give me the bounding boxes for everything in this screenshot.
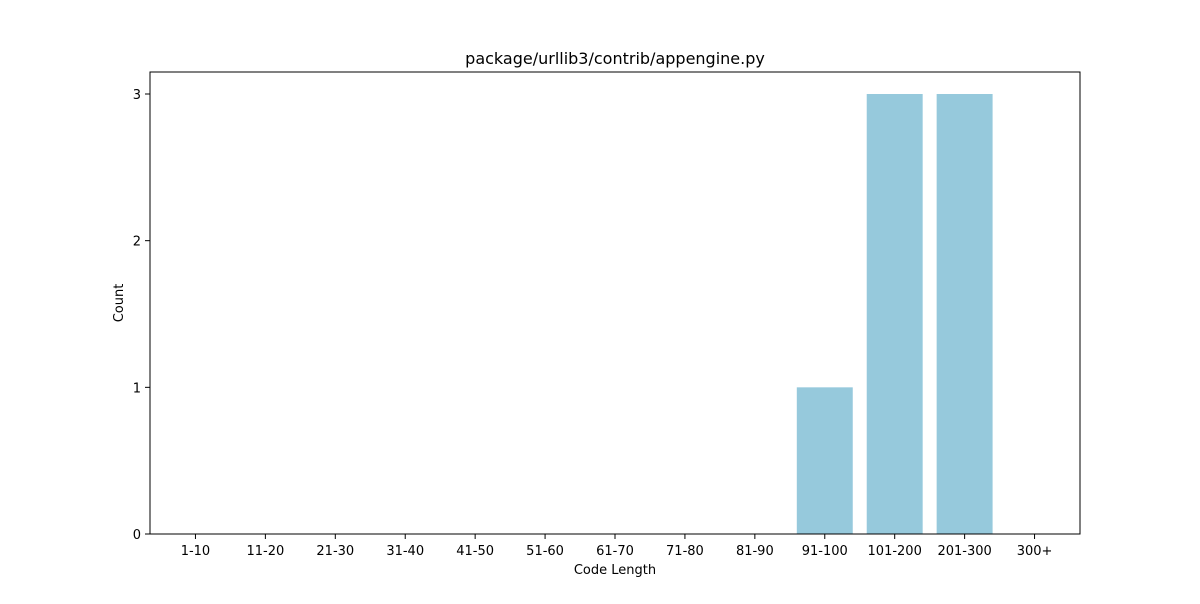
bars-group [796, 94, 993, 534]
x-tick-label: 61-70 [596, 544, 634, 559]
y-tick-label: 3 [133, 88, 141, 103]
x-axis-ticks: 1-10 11-20 21-30 31-40 41-50 51-60 61-70 71-80 8… [181, 534, 1053, 559]
x-tick-label: 51-60 [526, 544, 564, 559]
x-tick-label: 11-20 [246, 544, 284, 559]
x-tick-label: 81-90 [736, 544, 774, 559]
x-tick-label: 71-80 [666, 544, 704, 559]
y-tick-label: 1 [133, 381, 141, 396]
chart-title: package/urllib3/contrib/appengine.py [465, 49, 765, 68]
y-tick-label: 2 [133, 235, 141, 250]
x-tick-label: 300+ [1017, 544, 1053, 559]
x-tick-label: 21-30 [316, 544, 354, 559]
x-tick-label: 201-300 [937, 544, 991, 559]
y-axis-label: Count [112, 284, 127, 323]
bar-91-100 [796, 387, 853, 534]
x-tick-label: 101-200 [868, 544, 922, 559]
y-axis-ticks: 0 1 2 3 [133, 88, 150, 543]
y-tick-label: 0 [133, 528, 141, 543]
x-tick-label: 91-100 [802, 544, 848, 559]
x-tick-label: 1-10 [181, 544, 211, 559]
x-tick-label: 41-50 [456, 544, 494, 559]
x-axis-label: Code Length [574, 563, 656, 578]
bar-101-200 [866, 94, 923, 534]
x-tick-label: 31-40 [386, 544, 424, 559]
bar-201-300 [936, 94, 993, 534]
